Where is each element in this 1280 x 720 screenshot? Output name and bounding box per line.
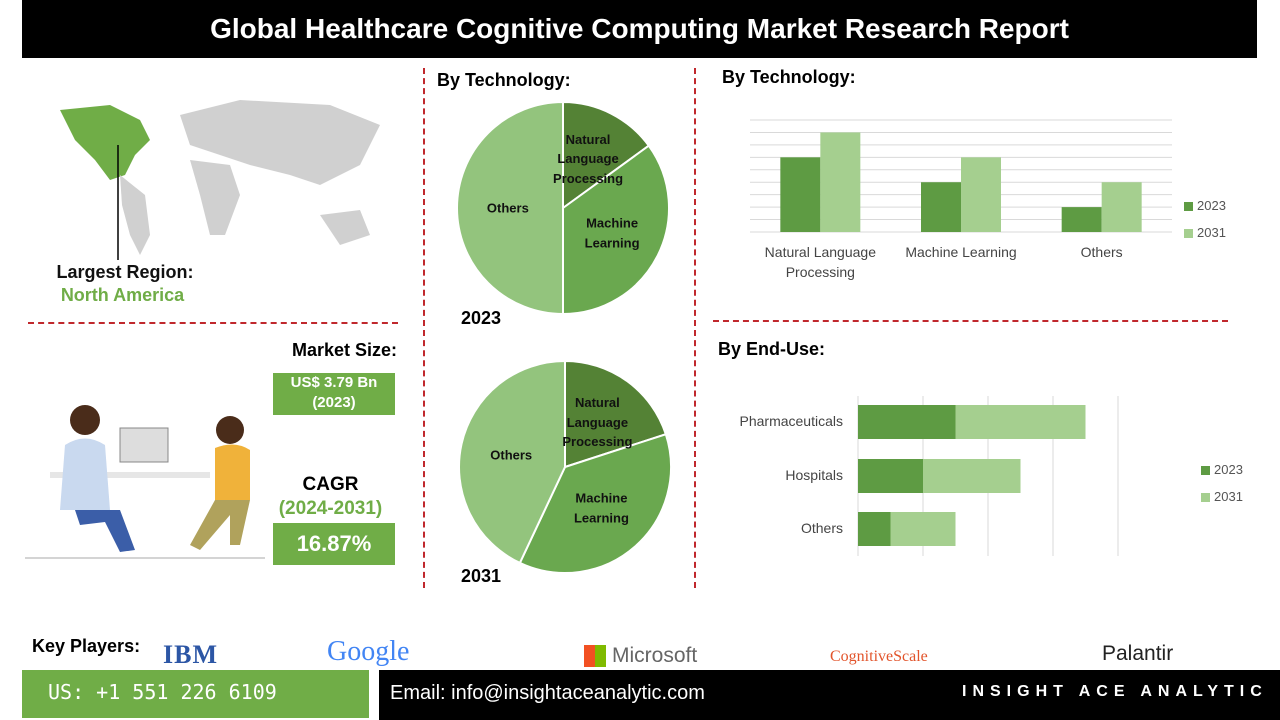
pie-slice xyxy=(458,359,566,565)
chart-title: By Technology: xyxy=(722,67,856,87)
cagr-label: CAGR xyxy=(302,474,359,495)
market-size-year: (2023) xyxy=(312,394,356,411)
y-tick-label: Hospitals xyxy=(785,467,843,483)
slice-label: Machine Learning xyxy=(573,490,629,526)
bar xyxy=(780,157,821,232)
pie-year: 2023 xyxy=(461,308,502,328)
legend-swatch xyxy=(1184,229,1193,238)
pie-slice xyxy=(562,100,651,210)
illustration xyxy=(25,405,265,559)
pie-slice xyxy=(456,100,564,316)
chart xyxy=(456,100,670,316)
x-tick-label: Natural Language Processing xyxy=(764,244,876,280)
chart-title: By End-Use: xyxy=(718,339,826,359)
legend-label: 2031 xyxy=(1214,489,1243,504)
market-size-box: US$ 3.79 Bn (2023) xyxy=(273,373,395,415)
slice-label: Natural Language Processing xyxy=(552,131,624,186)
market-size-value: US$ 3.79 Bn xyxy=(290,374,378,391)
pie-slice xyxy=(518,432,672,574)
region-label: Largest Region: xyxy=(56,262,194,282)
logo-microsoft: Microsoft xyxy=(612,644,698,667)
bar xyxy=(858,459,923,493)
slice-label: Others xyxy=(486,200,529,216)
x-tick-label: Machine Learning xyxy=(905,244,1017,260)
header: Global Healthcare Cognitive Computing Ma… xyxy=(22,0,1257,58)
cagr-value: 16.87% xyxy=(273,523,395,565)
phone: US: +1 551 226 6109 xyxy=(22,670,369,718)
y-tick-label: Pharmaceuticals xyxy=(739,413,844,429)
key-players-label: Key Players: xyxy=(32,636,141,656)
title: Global Healthcare Cognitive Computing Ma… xyxy=(210,13,1069,44)
world-map xyxy=(60,100,380,260)
market-size-label: Market Size: xyxy=(291,340,397,360)
chart xyxy=(458,359,672,574)
logo-ms-icon xyxy=(584,645,606,667)
chart xyxy=(750,119,1172,233)
bar xyxy=(921,182,961,232)
brand: INSIGHT ACE ANALYTIC xyxy=(962,683,1268,700)
legend-swatch xyxy=(1201,466,1210,475)
region-value: North America xyxy=(60,285,185,305)
legend-label: 2031 xyxy=(1197,225,1226,240)
bar xyxy=(1061,207,1102,232)
legend-label: 2023 xyxy=(1197,198,1226,213)
bar xyxy=(955,405,1086,439)
bar xyxy=(858,405,956,439)
pie-slice xyxy=(562,144,670,316)
bar xyxy=(820,132,861,232)
logo-cognitivescale: CognitiveScale xyxy=(830,648,928,665)
chart-title: By Technology: xyxy=(437,70,571,90)
pie-year: 2031 xyxy=(461,566,502,586)
pie-slice xyxy=(564,359,668,469)
slice-label: Natural Language Processing xyxy=(562,395,633,450)
bar xyxy=(923,459,1021,493)
x-tick-label: Others xyxy=(1080,244,1123,260)
logo-palantir: Palantir xyxy=(1102,642,1174,665)
legend-label: 2023 xyxy=(1214,462,1243,477)
bar xyxy=(858,512,891,546)
y-tick-label: Others xyxy=(800,520,843,536)
logo-ibm: IBM xyxy=(163,640,218,669)
legend-swatch xyxy=(1201,493,1210,502)
email: Email: info@insightaceanalytic.com xyxy=(390,682,705,704)
chart xyxy=(857,396,1119,556)
bar xyxy=(890,512,956,546)
bar xyxy=(961,157,1001,232)
slice-label: Machine Learning xyxy=(584,215,640,251)
legend-swatch xyxy=(1184,202,1193,211)
footer-bar xyxy=(379,670,1280,720)
bar xyxy=(1101,182,1142,232)
slice-label: Others xyxy=(490,447,533,463)
logo-google: Google xyxy=(327,636,410,667)
cagr-period: (2024-2031) xyxy=(278,498,383,519)
